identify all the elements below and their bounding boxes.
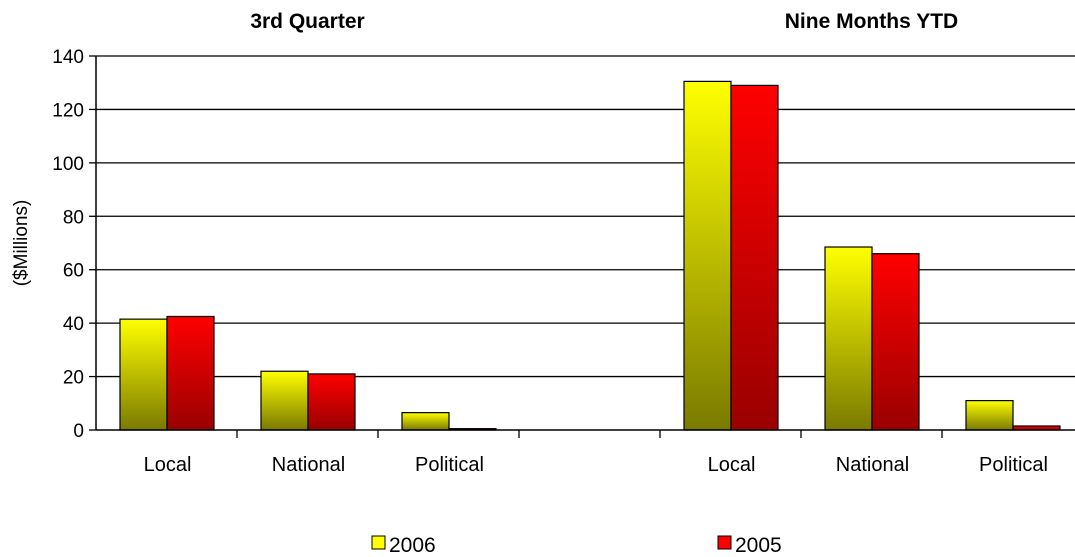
bar-2005-local xyxy=(730,84,779,431)
bar-2005-national xyxy=(307,373,356,431)
y-tick-label: 140 xyxy=(52,47,84,68)
category-label: Political xyxy=(415,454,484,476)
y-tick-label: 0 xyxy=(73,421,84,442)
legend-label-2006: 2006 xyxy=(389,534,436,557)
bar-2006-national xyxy=(824,246,873,431)
labels: 0 20 40 60 80 100 120 140 3rd Quarter Local Nation… xyxy=(52,10,1048,476)
y-axis-title: ($Millions) xyxy=(11,200,32,287)
legend: 2006 2005 xyxy=(371,534,782,557)
y-tick-label: 40 xyxy=(63,314,84,335)
category-label: National xyxy=(836,454,909,476)
bar-2006-local xyxy=(683,80,732,431)
category-label: Local xyxy=(144,454,192,476)
y-tick-label: 60 xyxy=(63,261,84,282)
bar-2005-local xyxy=(166,315,215,431)
gridlines xyxy=(96,55,1075,378)
bar-2006-political xyxy=(401,412,450,431)
bar-2006-political xyxy=(965,400,1014,431)
legend-swatch-2005 xyxy=(717,535,732,550)
category-label: National xyxy=(272,454,345,476)
legend-label-2005: 2005 xyxy=(735,534,782,557)
bars xyxy=(119,80,1061,431)
group-title: Nine Months YTD xyxy=(785,10,958,33)
category-label: Local xyxy=(708,454,756,476)
bar-2005-national xyxy=(871,253,920,431)
bar-2006-local xyxy=(119,318,168,431)
y-tick-label: 100 xyxy=(52,154,84,175)
y-tick-label: 20 xyxy=(63,368,84,389)
bar-2006-national xyxy=(260,370,309,431)
y-tick-label: 80 xyxy=(63,207,84,228)
axes xyxy=(89,55,1075,438)
category-label: Political xyxy=(979,454,1048,476)
group-title: 3rd Quarter xyxy=(250,10,364,33)
legend-swatch-2006 xyxy=(371,535,386,550)
y-tick-label: 120 xyxy=(52,100,84,121)
